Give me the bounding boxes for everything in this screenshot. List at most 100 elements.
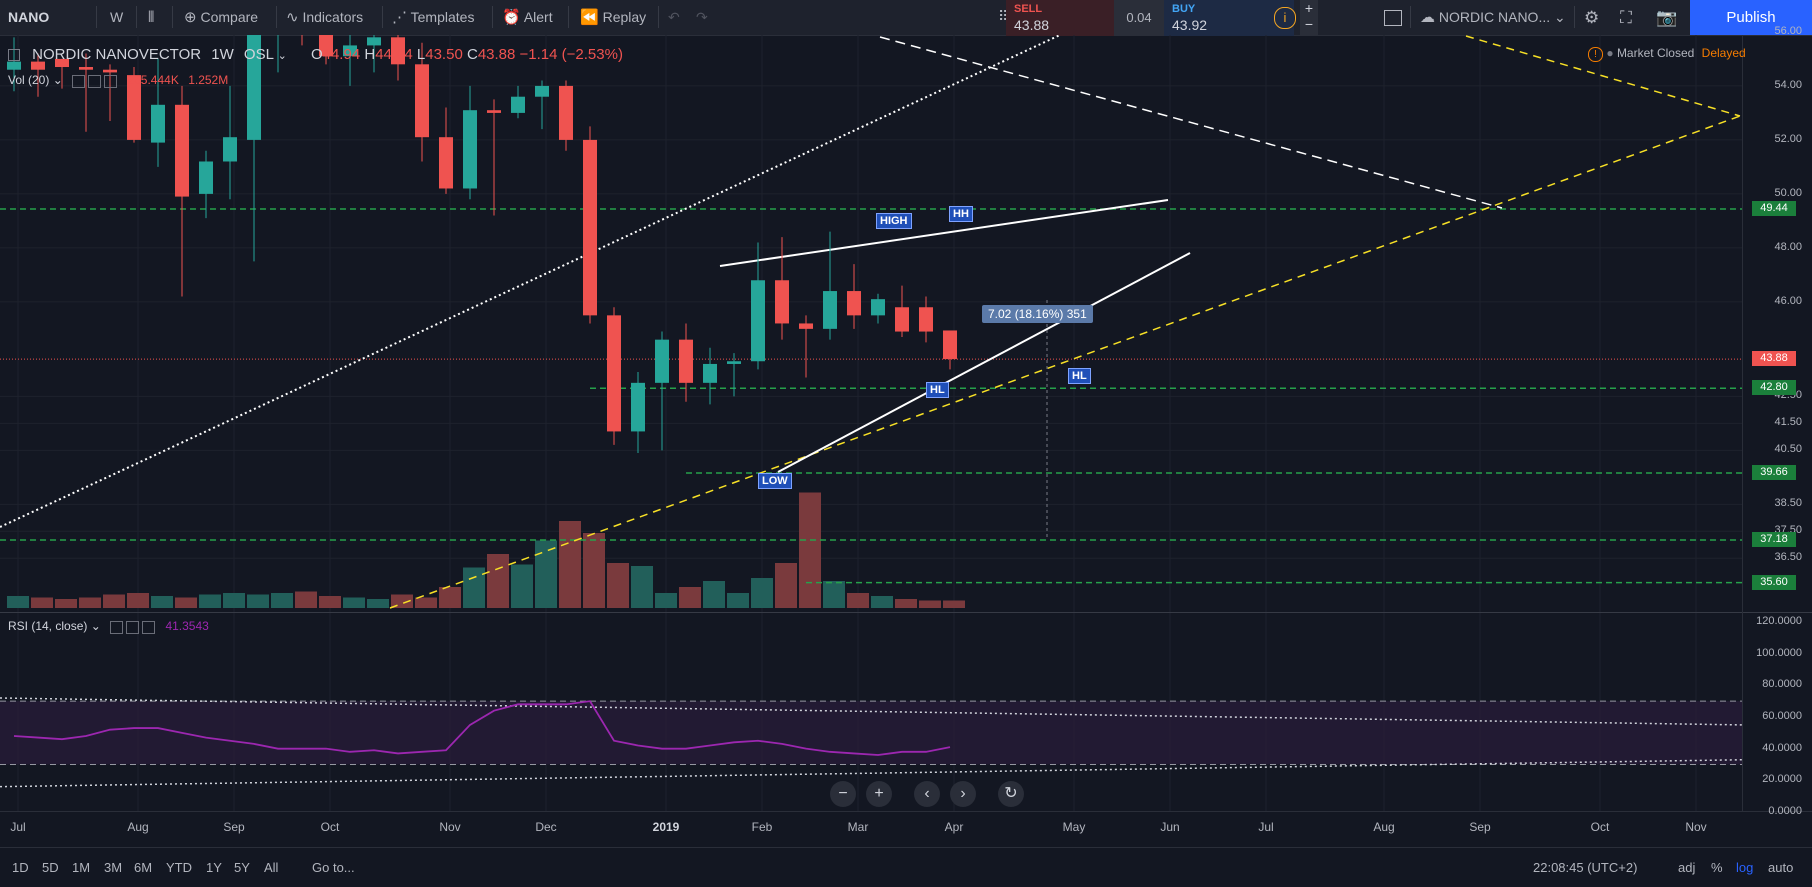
hl-label[interactable]: HL <box>926 382 949 398</box>
symbol-selector[interactable]: NANO <box>8 9 50 25</box>
volume-bar <box>751 578 773 608</box>
volume-bar <box>295 591 317 608</box>
plus-icon[interactable]: + <box>1304 0 1314 16</box>
change-value: −1.14 (−2.53%) <box>519 46 623 63</box>
zoom-out-button[interactable]: − <box>830 781 856 807</box>
interval-selector[interactable]: W <box>110 9 124 25</box>
range-button-6m[interactable]: 6M <box>134 860 153 875</box>
price-tag: 43.88 <box>1752 351 1796 367</box>
reset-chart-button[interactable]: ↻ <box>998 781 1024 807</box>
alert-label: Alert <box>523 9 553 25</box>
pane-divider[interactable] <box>0 612 1812 613</box>
candle <box>7 37 21 92</box>
high-label[interactable]: HIGH <box>876 213 912 229</box>
gear-icon[interactable]: ⚙ <box>1584 8 1600 27</box>
ohlc-values: O44.94 H44.94 L43.50 C43.88 −1.14 (−2.53… <box>311 46 623 63</box>
candle <box>199 150 213 219</box>
goto-button[interactable]: Go to... <box>312 860 355 875</box>
range-button-5d[interactable]: 5D <box>42 860 59 875</box>
volume-bar <box>655 593 677 608</box>
minus-icon[interactable]: − <box>1304 16 1314 32</box>
chart-type-icon[interactable]: ⫴ <box>148 9 155 26</box>
volume-bar <box>367 599 389 608</box>
buy-label: BUY <box>1172 3 1196 15</box>
hl-label[interactable]: HL <box>1068 368 1091 384</box>
indicators-label: Indicators <box>302 9 364 25</box>
candle <box>703 347 717 405</box>
volume-bar <box>127 593 149 608</box>
chevron-down-icon[interactable]: ⌄ <box>52 73 63 87</box>
high-value: 44.94 <box>375 46 413 63</box>
scroll-right-button[interactable]: › <box>950 781 976 807</box>
symbol-search[interactable]: ☁ NORDIC NANO... ⌄ <box>1420 0 1566 35</box>
replay-button[interactable]: ⏪ Replay <box>580 0 646 35</box>
volume-bar <box>607 563 629 608</box>
templates-button[interactable]: ⋰ Templates <box>392 0 474 35</box>
candle <box>55 58 69 89</box>
drag-handle-icon[interactable]: ⠿ <box>998 8 1009 24</box>
adj-toggle[interactable]: adj <box>1678 860 1696 875</box>
candlestick-series <box>7 35 957 454</box>
quantity-stepper[interactable]: + − <box>1300 0 1318 36</box>
scroll-left-button[interactable]: ‹ <box>914 781 940 807</box>
volume-bars <box>7 492 965 608</box>
range-button-1d[interactable]: 1D <box>12 860 29 875</box>
candle <box>919 296 933 343</box>
range-button-1m[interactable]: 1M <box>72 860 91 875</box>
price-tag: 37.18 <box>1752 531 1796 547</box>
sell-button[interactable]: SELL 43.88 <box>1006 0 1114 36</box>
main-legend: NORDIC NANOVECTOR 1W OSL ⌄ O44.94 H44.94… <box>8 46 623 63</box>
range-button-all[interactable]: All <box>264 860 279 875</box>
indicators-button[interactable]: ∿ Indicators <box>286 0 363 35</box>
percent-toggle[interactable]: % <box>1711 860 1723 875</box>
indicators-icon: ∿ <box>286 9 299 26</box>
candle <box>607 307 621 445</box>
candle <box>247 35 261 262</box>
volume-label: Vol (20) <box>8 73 50 87</box>
range-button-5y[interactable]: 5Y <box>234 860 250 875</box>
rsi-settings-buttons[interactable] <box>110 620 158 634</box>
volume-bar <box>55 599 77 608</box>
rsi-band <box>0 697 1743 788</box>
fullscreen-rect-icon[interactable] <box>1384 0 1402 35</box>
range-button-3m[interactable]: 3M <box>104 860 123 875</box>
zoom-in-button[interactable]: + <box>866 781 892 807</box>
volume-bar <box>919 600 941 608</box>
time-axis-label: Sep <box>1469 820 1491 834</box>
publish-button[interactable]: Publish <box>1690 0 1812 35</box>
buy-button[interactable]: BUY 43.92 <box>1164 0 1294 36</box>
volume-bar <box>439 587 461 608</box>
volume-settings-buttons[interactable] <box>72 74 120 88</box>
range-button-1y[interactable]: 1Y <box>206 860 222 875</box>
volume-bar <box>511 564 533 608</box>
fullscreen-icon[interactable]: ⛶ <box>1620 8 1632 27</box>
volume-bar <box>319 596 341 608</box>
auto-toggle[interactable]: auto <box>1768 860 1794 875</box>
range-button-ytd[interactable]: YTD <box>166 860 192 875</box>
undo-icon[interactable]: ↶ <box>668 9 680 25</box>
chevron-down-icon[interactable]: ⌄ <box>277 50 287 62</box>
candle <box>301 35 303 46</box>
redo-icon[interactable]: ↷ <box>696 9 708 25</box>
price-axis-label: 41.50 <box>1774 416 1802 429</box>
measure-label[interactable]: 7.02 (18.16%) 351 <box>982 305 1093 323</box>
chart-canvas[interactable] <box>0 35 1812 847</box>
open-letter: O <box>310 46 323 63</box>
camera-icon[interactable]: 📷 <box>1656 8 1678 27</box>
rsi-value: 41.3543 <box>165 619 209 633</box>
volume-bar <box>487 554 509 608</box>
hh-label[interactable]: HH <box>949 206 973 222</box>
low-label[interactable]: LOW <box>758 473 792 489</box>
candle <box>799 315 813 378</box>
compare-button[interactable]: ⊕ Compare <box>184 0 258 35</box>
collapse-icon[interactable] <box>8 49 20 62</box>
info-icon[interactable]: i <box>1274 7 1296 29</box>
time-axis-label: Nov <box>439 820 461 834</box>
volume-bar <box>31 597 53 608</box>
candle <box>751 242 765 370</box>
warning-icon[interactable]: ! <box>1588 47 1603 62</box>
alert-button[interactable]: ⏰ Alert <box>502 0 553 35</box>
chevron-down-icon[interactable]: ⌄ <box>90 619 101 633</box>
log-toggle[interactable]: log <box>1736 860 1754 875</box>
